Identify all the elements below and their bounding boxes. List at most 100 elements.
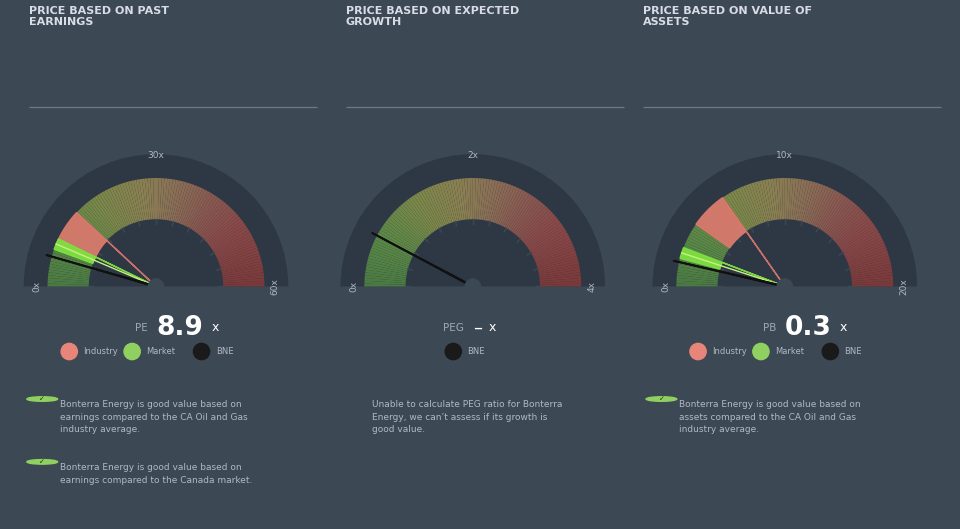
Wedge shape (539, 267, 580, 276)
Wedge shape (156, 178, 158, 219)
Wedge shape (678, 267, 719, 276)
Wedge shape (419, 191, 441, 228)
Wedge shape (807, 184, 824, 224)
Wedge shape (524, 216, 557, 244)
Wedge shape (136, 179, 146, 221)
Wedge shape (368, 258, 408, 271)
Wedge shape (218, 245, 257, 262)
Wedge shape (828, 204, 857, 236)
Circle shape (149, 279, 163, 294)
Wedge shape (379, 230, 416, 253)
Wedge shape (762, 180, 773, 221)
Wedge shape (54, 248, 93, 264)
Wedge shape (53, 250, 92, 266)
Wedge shape (470, 178, 473, 219)
Wedge shape (154, 178, 156, 219)
Circle shape (466, 279, 480, 294)
Polygon shape (680, 248, 784, 286)
Circle shape (690, 343, 707, 360)
Wedge shape (540, 281, 581, 285)
Wedge shape (832, 210, 863, 240)
Wedge shape (835, 214, 867, 243)
Wedge shape (459, 179, 466, 220)
Wedge shape (395, 210, 425, 240)
Wedge shape (838, 221, 873, 247)
Wedge shape (721, 197, 747, 232)
Wedge shape (726, 194, 750, 230)
Wedge shape (677, 272, 718, 279)
Wedge shape (380, 227, 417, 251)
Wedge shape (375, 237, 413, 258)
Wedge shape (677, 275, 718, 281)
Wedge shape (820, 194, 844, 230)
Wedge shape (145, 178, 151, 220)
Wedge shape (694, 225, 730, 250)
Wedge shape (708, 208, 738, 239)
Wedge shape (697, 221, 732, 247)
Wedge shape (365, 272, 406, 279)
Wedge shape (212, 227, 249, 251)
Wedge shape (175, 183, 189, 223)
Wedge shape (440, 183, 454, 223)
Wedge shape (177, 184, 192, 223)
Wedge shape (738, 187, 757, 226)
Wedge shape (365, 275, 406, 281)
Circle shape (646, 397, 677, 402)
Wedge shape (217, 240, 255, 259)
Wedge shape (852, 275, 893, 281)
Wedge shape (214, 232, 252, 254)
Circle shape (778, 279, 792, 294)
Wedge shape (480, 179, 487, 220)
Wedge shape (49, 269, 89, 278)
Wedge shape (850, 256, 890, 269)
Wedge shape (377, 232, 415, 254)
Wedge shape (165, 179, 173, 220)
Wedge shape (716, 200, 744, 234)
Wedge shape (48, 281, 89, 285)
Text: Industry: Industry (84, 347, 118, 356)
Text: 2x: 2x (468, 151, 478, 160)
Wedge shape (24, 154, 288, 286)
Wedge shape (847, 245, 886, 262)
Wedge shape (387, 218, 420, 245)
Wedge shape (540, 269, 580, 278)
Polygon shape (54, 239, 156, 286)
Text: Bonterra Energy is good value based on
assets compared to the CA Oil and Gas
ind: Bonterra Energy is good value based on a… (679, 400, 860, 434)
Wedge shape (151, 178, 155, 220)
Wedge shape (498, 186, 516, 225)
Wedge shape (735, 188, 756, 226)
Text: PRICE BASED ON VALUE OF
ASSETS: PRICE BASED ON VALUE OF ASSETS (643, 6, 812, 28)
Wedge shape (826, 200, 853, 234)
Wedge shape (733, 190, 755, 227)
Wedge shape (540, 272, 581, 279)
Circle shape (822, 343, 838, 360)
Wedge shape (49, 264, 90, 274)
Wedge shape (382, 225, 418, 250)
Wedge shape (188, 191, 210, 228)
Wedge shape (168, 180, 179, 221)
Text: 60x: 60x (271, 278, 279, 295)
Wedge shape (505, 191, 527, 228)
Wedge shape (219, 248, 258, 264)
Wedge shape (777, 178, 781, 220)
Wedge shape (402, 202, 430, 235)
Wedge shape (815, 190, 836, 227)
Text: ✓: ✓ (39, 459, 45, 465)
Wedge shape (220, 250, 259, 266)
Wedge shape (201, 206, 230, 238)
Wedge shape (792, 179, 799, 220)
Text: ✓: ✓ (39, 396, 45, 402)
Wedge shape (527, 223, 563, 249)
Wedge shape (365, 278, 406, 283)
Wedge shape (190, 193, 213, 229)
Wedge shape (366, 269, 406, 278)
Wedge shape (95, 196, 119, 231)
Wedge shape (478, 178, 484, 220)
Wedge shape (714, 202, 742, 235)
Wedge shape (48, 278, 89, 283)
Wedge shape (852, 278, 893, 283)
Wedge shape (848, 248, 887, 264)
Wedge shape (159, 178, 164, 220)
Text: ✓: ✓ (659, 396, 664, 402)
Wedge shape (60, 232, 98, 254)
